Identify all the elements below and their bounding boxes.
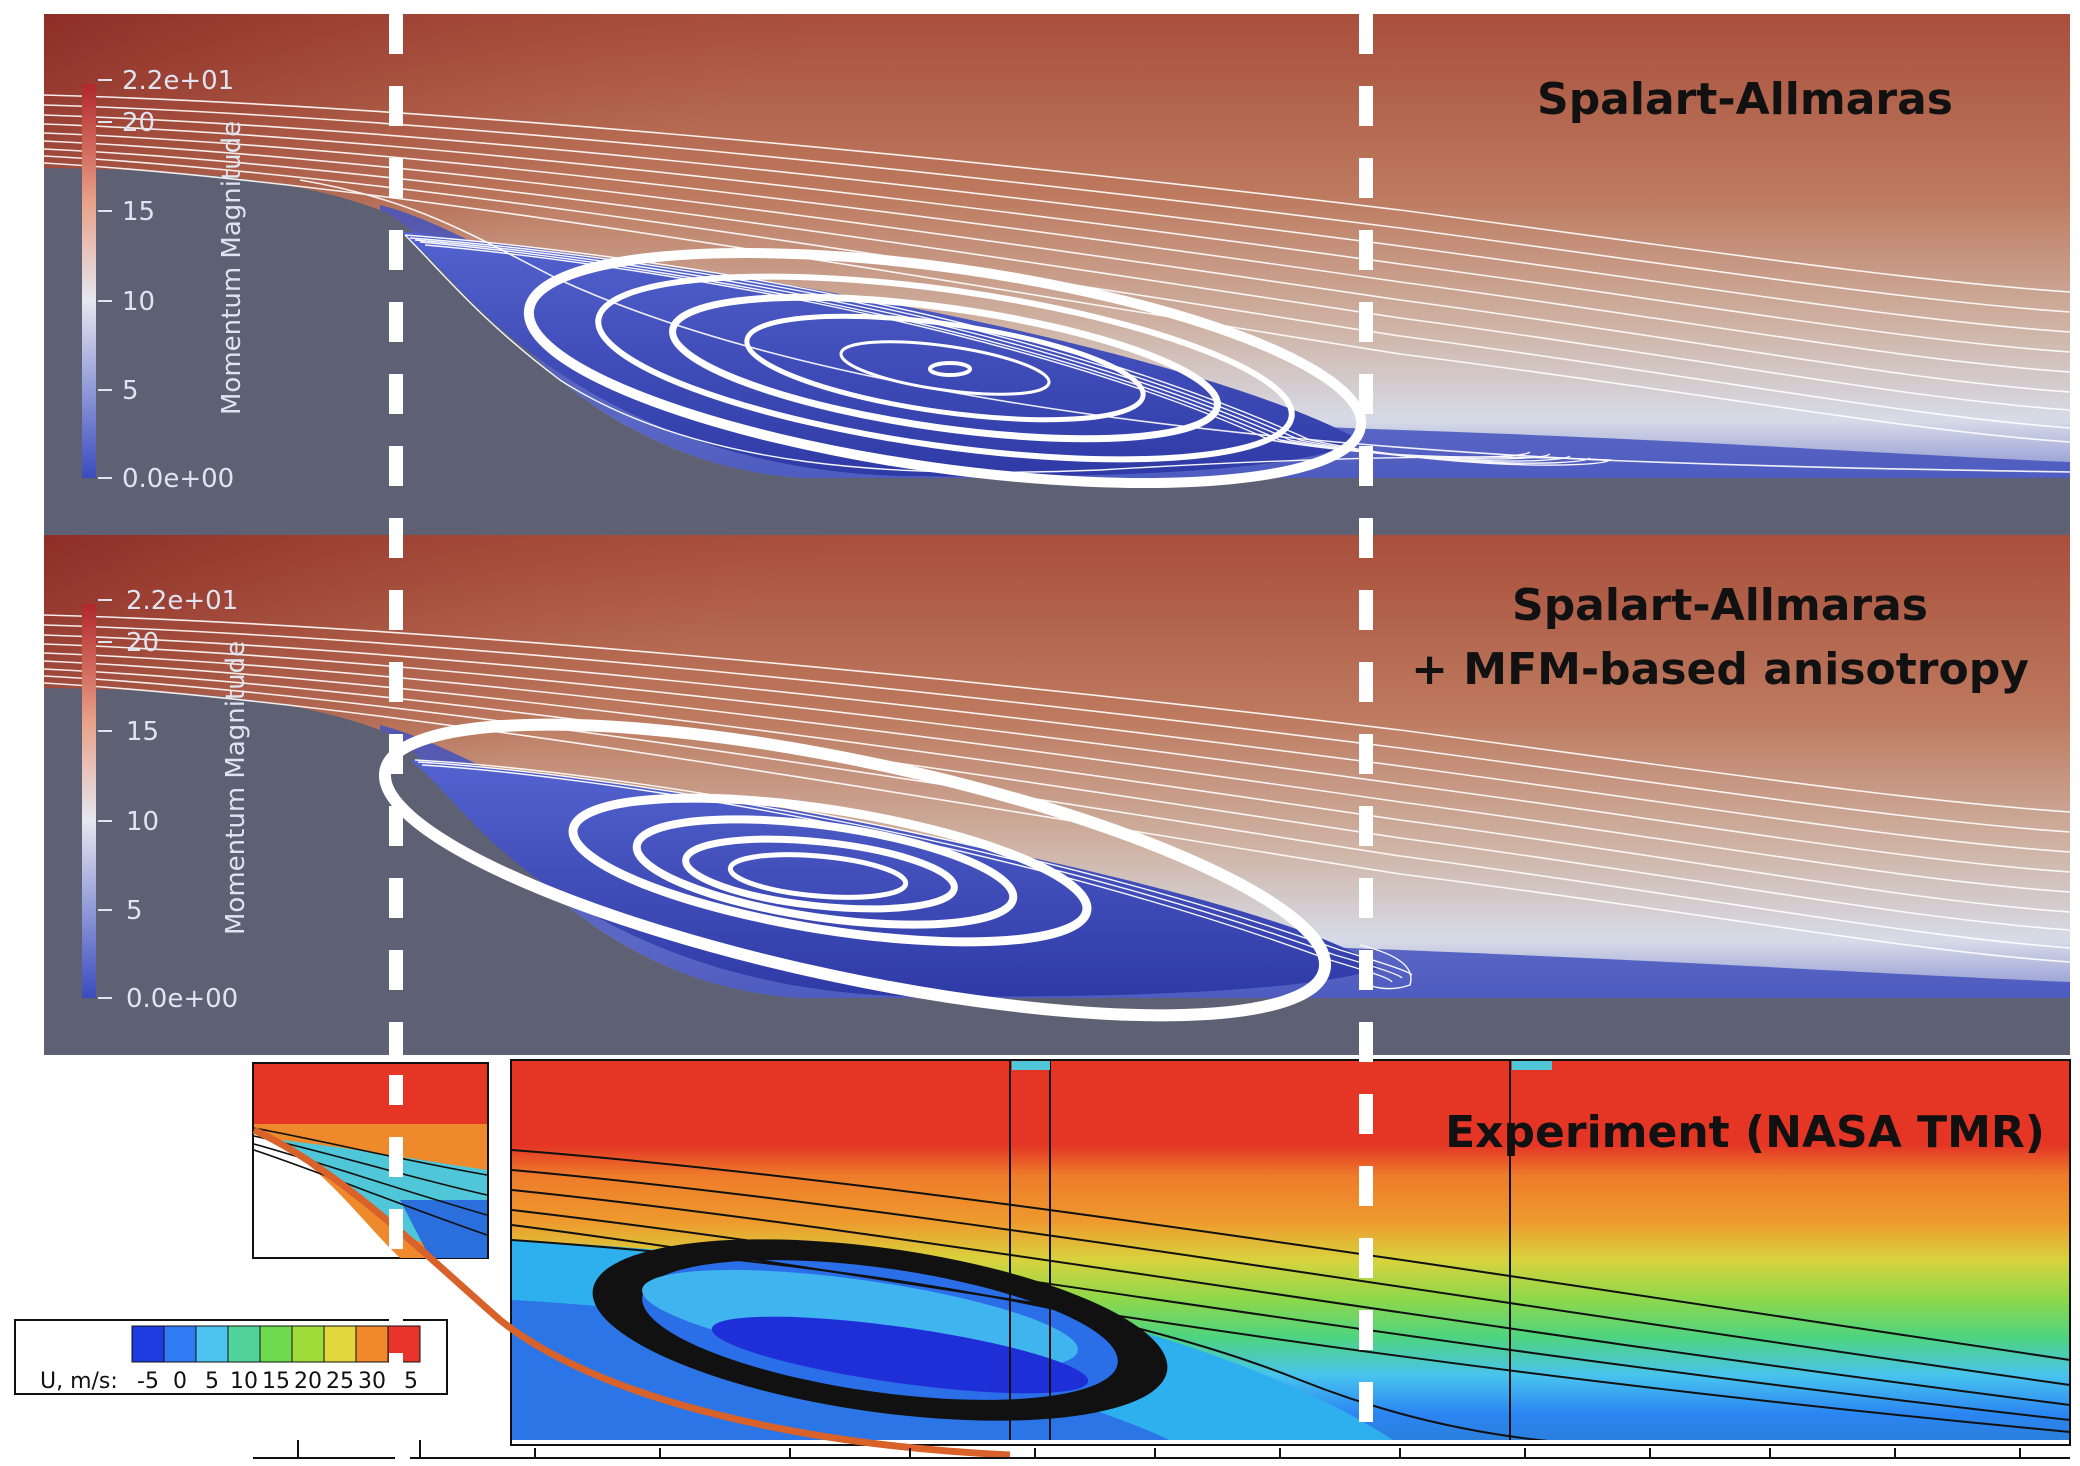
colorbar-sa-mfm-gradient — [82, 604, 96, 998]
colorbar-sa-mfm-tick-20: 20 — [126, 628, 159, 658]
experiment-legend-ticks: -5 0 5 10 15 20 25 30 35 — [137, 1369, 418, 1394]
experiment-streamlines — [511, 1149, 2070, 1440]
experiment-legend-tick: 30 — [358, 1369, 386, 1394]
experiment-legend-label: U, m/s: — [40, 1369, 118, 1394]
streamlines-outer — [44, 614, 2070, 963]
vortex-rings — [523, 248, 1367, 488]
colorbar-sa-tick-20: 20 — [122, 108, 155, 138]
experiment-legend-tick: 15 — [262, 1369, 290, 1394]
experiment-legend-swatch — [291, 1325, 325, 1363]
experiment-legend-swatch — [195, 1325, 229, 1363]
panel-sa-mfm: 2.2e+01 20 15 10 5 0.0e+00 Momentum Magn… — [44, 535, 2070, 1055]
experiment-legend-tick: 20 — [294, 1369, 322, 1394]
colorbar-sa-mfm: 2.2e+01 20 15 10 5 0.0e+00 Momentum Magn… — [82, 586, 251, 1014]
hump-wall — [44, 688, 2070, 1055]
experiment-legend-swatch — [355, 1325, 389, 1363]
recirculation-bubble — [410, 760, 1380, 997]
colorbar-sa-mfm-tick-10: 10 — [126, 807, 159, 837]
experiment-main-frame — [510, 1059, 2071, 1446]
colorbar-sa-tick-10: 10 — [122, 287, 155, 317]
colorbar-sa-tick-5: 5 — [122, 376, 139, 406]
colorbar-sa-title: Momentum Magnitude — [217, 121, 247, 415]
colorbar-sa-mfm-tick-15: 15 — [126, 717, 159, 747]
panel-sa-mfm-title-line-1: Spalart-Allmaras — [1512, 580, 1928, 631]
experiment-legend-swatches — [131, 1325, 421, 1363]
panel-sa-mfm-title-line-2: + MFM-based anisotropy — [1411, 644, 2029, 695]
experiment-legend-swatch — [163, 1325, 197, 1363]
experiment-axis — [253, 1440, 2070, 1459]
experiment-legend-swatch — [131, 1325, 165, 1363]
dashed-reference-lines — [389, 14, 1373, 1445]
vortex-rings — [378, 718, 1332, 1022]
colorbar-sa-tick-15: 15 — [122, 197, 155, 227]
experiment-probe-lines — [1009, 1060, 1511, 1440]
experiment-main-field — [511, 1060, 2070, 1440]
panel-sa: 2.2e+01 20 15 10 5 0.0e+00 Momentum Magn… — [44, 14, 2070, 535]
experiment-legend-tick: -5 — [137, 1369, 159, 1394]
panel-sa-title: Spalart-Allmaras — [1537, 74, 1953, 125]
panel-experiment: U, m/s: -5 0 5 10 15 20 25 30 35 Experiment (NAS… — [14, 1059, 2071, 1459]
experiment-inset-left — [252, 1062, 489, 1259]
colorbar-sa-mfm-tick-5: 5 — [126, 896, 143, 926]
colorbar-sa-mfm-tick-max: 2.2e+01 — [126, 586, 238, 616]
hump-wall — [44, 168, 2070, 535]
experiment-wall-curve — [252, 1126, 1011, 1459]
experiment-legend-tick: 10 — [230, 1369, 258, 1394]
experiment-legend-tick: 0 — [173, 1369, 187, 1394]
colorbar-sa-gradient — [82, 84, 96, 478]
experiment-legend-swatch — [227, 1325, 261, 1363]
experiment-legend-swatch — [259, 1325, 293, 1363]
experiment-legend-swatch — [323, 1325, 357, 1363]
experiment-legend-tick: 25 — [326, 1369, 354, 1394]
panel-experiment-title: Experiment (NASA TMR) — [1445, 1107, 2045, 1158]
colorbar-sa-mfm-title: Momentum Magnitude — [221, 641, 251, 935]
colorbar-sa-tick-max: 2.2e+01 — [122, 66, 234, 96]
experiment-legend: U, m/s: -5 0 5 10 15 20 25 30 35 — [14, 1319, 448, 1395]
colorbar-sa-tick-min: 0.0e+00 — [122, 464, 234, 494]
experiment-legend-tick: 5 — [205, 1369, 219, 1394]
colorbar-sa: 2.2e+01 20 15 10 5 0.0e+00 Momentum Magn… — [82, 66, 247, 494]
colorbar-sa-mfm-tick-min: 0.0e+00 — [126, 984, 238, 1014]
